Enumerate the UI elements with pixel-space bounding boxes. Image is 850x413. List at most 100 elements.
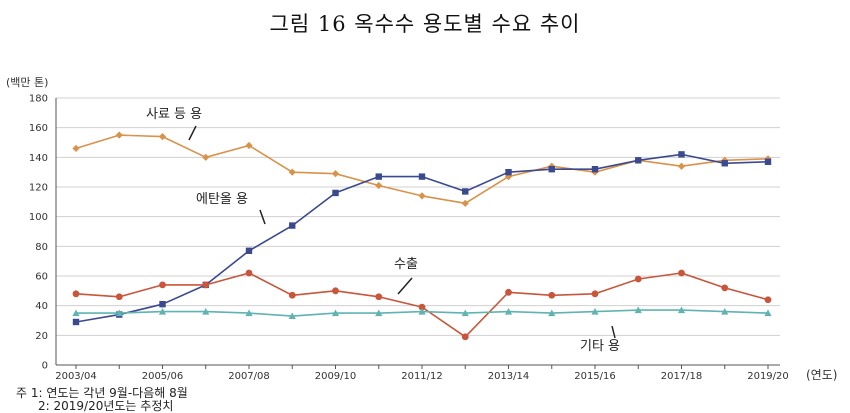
data-point-ethanol [72, 318, 80, 326]
y-tick-label: 60 [35, 272, 48, 283]
series-layer [72, 131, 772, 341]
data-point-export [505, 288, 512, 296]
axis-layer: 0 20 40 60 80 100 120 140 160 180 2003/04 2005/06 20… [29, 94, 789, 383]
data-point-other [591, 308, 599, 315]
data-point-other [461, 309, 469, 317]
y-tick-label: 20 [35, 331, 48, 342]
data-point-export [72, 290, 80, 298]
x-tick-label: 2017/18 [661, 371, 703, 382]
series-export [72, 269, 772, 341]
data-point-export [634, 275, 642, 283]
data-point-other [634, 306, 642, 314]
data-point-other [721, 308, 729, 315]
annotation-layer: 사료 등 용 에탄올 용 수출 기타 용 [146, 107, 620, 354]
x-tick-label: 2011/12 [401, 371, 443, 382]
series-other [72, 306, 772, 320]
data-point-other [288, 312, 296, 320]
data-point-other [202, 308, 210, 315]
data-point-ethanol [764, 158, 772, 165]
data-point-ethanol [332, 189, 339, 197]
data-point-other [418, 308, 426, 315]
data-point-ethanol [591, 166, 599, 173]
leader-line-ethanol [259, 209, 266, 225]
x-tick-label: 2015/16 [574, 371, 616, 382]
data-point-feed [331, 170, 340, 178]
note-2: 2: 2019/20년도는 추정치 [38, 399, 174, 413]
grid-layer [56, 97, 780, 336]
y-axis-unit: (백만 톤) [6, 76, 49, 89]
data-point-export [115, 293, 123, 301]
data-point-export [288, 291, 296, 299]
data-point-other [764, 309, 772, 317]
data-point-other [548, 309, 556, 317]
y-tick-label: 120 [29, 183, 48, 194]
x-tick-label: 2007/08 [228, 371, 270, 382]
series-feed [72, 131, 772, 207]
x-tick-label: 2005/06 [142, 371, 184, 382]
data-point-ethanol [721, 160, 728, 167]
data-point-other [331, 309, 340, 317]
leader-line-export [397, 277, 413, 295]
data-point-export [202, 281, 210, 289]
y-tick-label: 0 [42, 361, 48, 372]
data-point-feed [72, 144, 80, 153]
y-tick-label: 160 [29, 123, 48, 134]
series-label-feed: 사료 등 용 [146, 107, 202, 122]
data-point-ethanol [635, 157, 642, 164]
series-label-export: 수출 [394, 257, 418, 272]
data-point-other [245, 309, 253, 317]
x-tick-label: 2013/14 [488, 371, 530, 382]
leader-line-other [611, 325, 616, 339]
data-point-export [678, 269, 685, 277]
leader-line-feed [188, 125, 197, 141]
data-point-ethanol [245, 247, 253, 254]
data-point-feed [115, 131, 123, 139]
data-point-export [375, 293, 383, 301]
chart-title: 그림 16 옥수수 용도별 수요 추이 [269, 12, 581, 36]
x-tick-label: 2003/04 [55, 371, 97, 382]
data-point-other [72, 309, 80, 317]
data-point-other [677, 306, 686, 314]
data-point-feed [158, 132, 167, 141]
data-point-feed [375, 181, 383, 190]
y-tick-label: 40 [35, 301, 48, 312]
note-1: 주 1: 연도는 각년 9월-다음해 8월 [16, 386, 188, 400]
series-label-other: 기타 용 [580, 339, 620, 354]
series-label-ethanol: 에탄올 용 [196, 192, 248, 207]
data-point-export [764, 296, 772, 304]
data-point-export [245, 269, 253, 277]
data-point-ethanol [418, 173, 426, 180]
data-point-ethanol [375, 173, 382, 180]
data-point-ethanol [505, 168, 512, 176]
data-point-ethanol [678, 151, 685, 158]
data-point-feed [202, 153, 210, 161]
y-tick-label: 140 [29, 153, 48, 164]
data-point-feed [288, 168, 296, 176]
x-tick-label: 2009/10 [315, 371, 357, 382]
x-tick-label: 2019/20 [747, 371, 789, 382]
data-point-ethanol [548, 166, 555, 173]
data-point-feed [677, 162, 686, 170]
y-tick-label: 100 [29, 212, 48, 223]
data-point-export [332, 287, 339, 295]
data-point-feed [461, 199, 469, 207]
data-point-ethanol [289, 222, 296, 229]
y-tick-label: 180 [29, 94, 48, 105]
y-tick-label: 80 [35, 242, 48, 253]
data-point-ethanol [462, 188, 469, 195]
data-point-export [418, 303, 426, 311]
data-point-feed [245, 141, 253, 150]
data-point-other [115, 309, 123, 317]
data-point-export [461, 333, 469, 341]
x-axis-unit: (연도) [806, 368, 838, 382]
data-point-export [591, 290, 599, 298]
data-point-export [548, 291, 556, 299]
data-point-export [159, 281, 166, 289]
chart-notes: 주 1: 연도는 각년 9월-다음해 8월 2: 2019/20년도는 추정치 [16, 387, 188, 413]
series-ethanol [72, 151, 772, 326]
data-point-feed [418, 192, 426, 200]
data-point-export [721, 284, 729, 292]
data-point-other [504, 308, 513, 315]
data-point-other [158, 308, 167, 315]
